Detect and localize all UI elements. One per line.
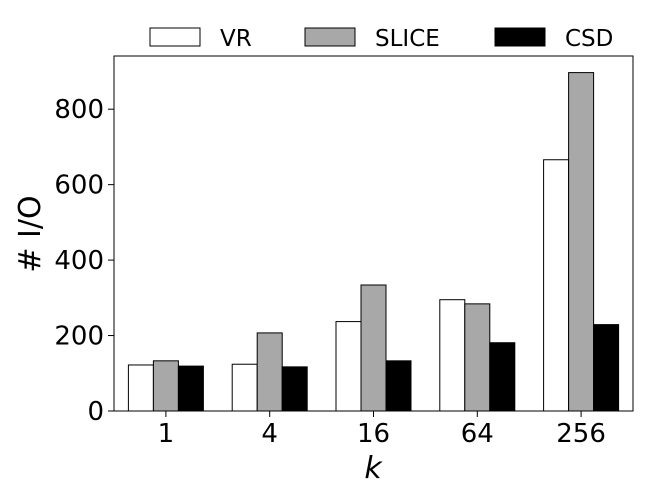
- bar-vr-16: [335, 321, 362, 412]
- legend-label-slice: SLICE: [375, 26, 440, 52]
- bar-vr-4: [231, 363, 258, 412]
- y-tick-label: 200: [54, 322, 104, 352]
- bar-csd-16: [385, 360, 412, 412]
- y-axis-label: # I/O: [13, 195, 48, 272]
- bar-slice-64: [464, 303, 491, 412]
- legend-label-vr: VR: [220, 26, 252, 52]
- x-tick-label: 256: [556, 419, 606, 449]
- legend-swatch-csd: [494, 27, 546, 47]
- legend: VR SLICE CSD: [149, 26, 613, 52]
- bar-vr-256: [543, 159, 570, 412]
- y-tick-label: 0: [87, 397, 104, 427]
- bars-layer: [127, 72, 620, 412]
- ticks-layer: 1 4 16 64 256 0 200 400 600 800: [54, 95, 606, 449]
- bar-csd-1: [177, 365, 204, 412]
- bar-vr-1: [127, 364, 154, 412]
- y-tick-label: 800: [54, 95, 104, 125]
- legend-swatch-vr: [149, 27, 201, 47]
- bar-csd-256: [593, 324, 620, 412]
- y-tick-label: 600: [54, 171, 104, 201]
- bar-slice-4: [256, 332, 283, 412]
- bar-slice-16: [360, 284, 387, 412]
- bar-vr-64: [439, 299, 466, 412]
- legend-swatch-slice: [304, 27, 356, 47]
- bar-slice-256: [568, 72, 595, 412]
- bar-csd-4: [281, 366, 308, 412]
- x-tick-label: 1: [158, 419, 175, 449]
- bar-slice-1: [152, 360, 179, 412]
- x-tick-label: 64: [461, 419, 494, 449]
- bar-csd-64: [489, 342, 516, 412]
- x-axis-label: k: [364, 451, 383, 486]
- x-tick-label: 16: [357, 419, 390, 449]
- x-tick-label: 4: [261, 419, 278, 449]
- legend-label-csd: CSD: [565, 26, 613, 52]
- y-tick-label: 400: [54, 246, 104, 276]
